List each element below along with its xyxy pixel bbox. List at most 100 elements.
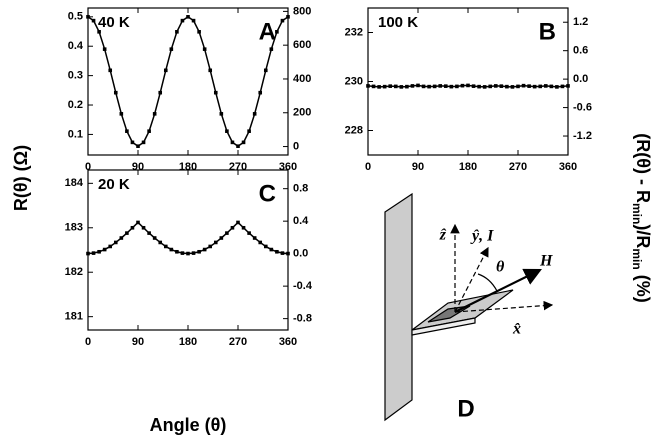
marker [91, 251, 96, 255]
label-part: min [630, 248, 644, 269]
marker [399, 85, 404, 89]
annotation: 100 K [378, 14, 418, 31]
marker [466, 83, 470, 88]
marker [366, 84, 370, 88]
marker [208, 244, 213, 249]
marker [125, 129, 129, 133]
marker [230, 140, 235, 145]
marker [219, 236, 224, 240]
marker [108, 244, 113, 249]
marker [141, 140, 146, 145]
y-tick-label: 0.1 [68, 128, 83, 140]
diagram-label: H⃗ [539, 253, 565, 270]
marker [555, 85, 559, 89]
panel-label: C [259, 180, 276, 207]
marker [91, 18, 96, 23]
y-axis-label: R(θ) (Ω) [11, 145, 31, 211]
marker [197, 249, 201, 254]
diagram-label: ẑ [439, 227, 447, 244]
y2-tick-label: 0 [293, 140, 299, 152]
y-tick-label: 0.5 [68, 11, 83, 23]
marker [286, 251, 290, 256]
marker [471, 84, 476, 88]
marker [208, 68, 213, 73]
marker [269, 247, 274, 252]
marker [263, 244, 268, 249]
marker [169, 247, 174, 252]
marker [521, 83, 526, 88]
x-axis [454, 300, 554, 313]
marker [532, 84, 537, 89]
y2-tick-label: 600 [293, 39, 311, 51]
marker [438, 84, 443, 88]
panel-label: A [259, 18, 276, 45]
y2-tick-label: 0.0 [573, 73, 588, 85]
marker [263, 68, 268, 73]
marker [493, 84, 498, 88]
marker [449, 84, 454, 89]
marker [516, 84, 520, 89]
marker [488, 84, 493, 89]
y2-tick-label: 0.8 [293, 183, 308, 195]
marker [136, 220, 140, 225]
marker [258, 90, 263, 95]
marker [147, 231, 151, 235]
marker [371, 84, 376, 89]
marker [388, 84, 393, 88]
marker [427, 84, 431, 89]
marker [543, 84, 548, 88]
marker [108, 68, 113, 73]
x-tick-label: 90 [132, 336, 144, 348]
annotation: 20 K [98, 176, 130, 193]
y-tick-label: 230 [345, 75, 363, 87]
marker [269, 47, 274, 51]
marker [549, 84, 554, 89]
diagram [384, 192, 554, 422]
y2-tick-label: 800 [293, 5, 311, 17]
panel-label: D [457, 395, 474, 422]
x-tick-label: 90 [412, 161, 424, 173]
wall [384, 192, 413, 422]
marker [286, 15, 290, 19]
marker [280, 18, 285, 23]
label-part: min [630, 203, 644, 224]
marker [421, 84, 426, 89]
x-tick-label: 180 [459, 161, 477, 173]
y-tick-label: 0.2 [68, 99, 83, 111]
y2-tick-label: 0.0 [293, 248, 308, 260]
marker [86, 251, 90, 256]
y2-tick-label: -0.6 [573, 101, 592, 113]
marker [191, 251, 196, 255]
marker [175, 30, 179, 34]
marker [175, 249, 179, 254]
marker [393, 84, 398, 89]
marker [152, 112, 157, 116]
marker [141, 225, 146, 230]
x-tick-label: 0 [85, 161, 91, 173]
marker [147, 129, 151, 133]
marker [230, 225, 235, 230]
marker [241, 140, 246, 145]
marker [527, 84, 531, 88]
marker [102, 47, 107, 51]
marker [410, 84, 415, 88]
marker [125, 231, 129, 235]
marker [180, 18, 185, 23]
label-part: )/R [633, 224, 653, 248]
x-tick-label: 0 [365, 161, 371, 173]
marker [236, 144, 240, 148]
marker [258, 240, 263, 245]
y2-tick-label: 0.4 [293, 215, 309, 227]
marker [275, 30, 279, 34]
marker [241, 225, 246, 230]
marker [416, 83, 420, 88]
marker [202, 247, 207, 252]
diagram-label: θ [496, 259, 505, 276]
marker [225, 129, 229, 133]
marker [443, 84, 448, 88]
marker [280, 251, 285, 255]
marker [130, 225, 135, 230]
label-part: (%) [633, 270, 653, 303]
diagram-label: x̂ [512, 321, 521, 338]
